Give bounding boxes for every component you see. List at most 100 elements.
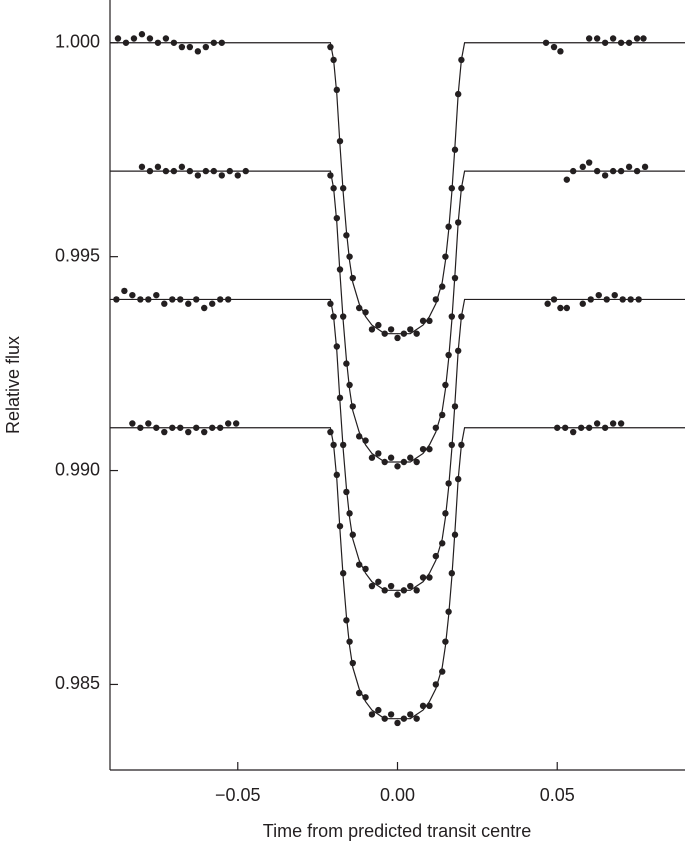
- data-point: [146, 167, 154, 175]
- data-point: [193, 424, 200, 431]
- data-point: [114, 35, 122, 42]
- data-point: [121, 287, 128, 295]
- data-point: [432, 552, 440, 560]
- y-axis-label: Relative flux: [3, 336, 23, 434]
- data-point: [327, 43, 334, 51]
- data-point: [419, 574, 427, 581]
- data-point: [201, 304, 208, 312]
- model-line: [110, 427, 685, 720]
- data-point: [400, 715, 408, 722]
- data-point: [185, 300, 192, 307]
- data-point: [562, 424, 569, 431]
- data-point: [161, 300, 168, 307]
- data-point: [595, 291, 602, 299]
- data-point: [327, 428, 334, 436]
- data-point: [202, 167, 210, 175]
- data-point: [145, 420, 152, 427]
- y-tick-label: 0.990: [55, 459, 100, 479]
- data-point: [362, 437, 369, 444]
- data-point: [209, 300, 216, 307]
- data-point: [381, 330, 388, 337]
- data-point: [448, 441, 456, 449]
- data-point: [162, 35, 170, 42]
- data-point: [113, 296, 120, 303]
- data-point: [413, 587, 420, 594]
- data-point: [210, 167, 218, 175]
- data-point: [209, 424, 216, 431]
- data-point: [454, 219, 462, 226]
- data-point: [346, 253, 353, 260]
- data-point: [170, 39, 178, 46]
- data-point: [339, 185, 347, 192]
- data-point: [146, 35, 154, 42]
- data-point: [585, 35, 593, 42]
- data-point: [154, 39, 162, 46]
- data-point: [439, 283, 446, 290]
- data-point: [186, 167, 194, 175]
- data-point: [327, 172, 334, 179]
- data-point: [242, 167, 249, 175]
- data-point: [161, 428, 168, 436]
- data-point: [381, 587, 388, 594]
- data-point: [186, 43, 194, 51]
- data-point: [577, 424, 585, 431]
- data-point: [419, 317, 427, 325]
- data-point: [349, 274, 356, 282]
- data-point: [419, 445, 427, 453]
- data-point: [563, 176, 571, 183]
- data-point: [178, 163, 186, 171]
- data-point: [339, 441, 347, 449]
- data-point: [445, 480, 452, 487]
- data-point: [368, 711, 376, 718]
- data-point: [224, 420, 232, 427]
- data-point: [609, 167, 617, 175]
- data-point: [394, 334, 401, 342]
- data-point: [194, 48, 202, 55]
- data-point: [138, 163, 146, 171]
- data-point: [569, 167, 577, 175]
- data-point: [343, 232, 350, 239]
- data-point: [454, 347, 462, 354]
- model-line: [110, 170, 685, 463]
- data-point: [617, 420, 625, 427]
- data-point: [627, 296, 634, 303]
- data-point: [210, 39, 218, 46]
- data-point: [336, 394, 344, 402]
- data-point: [375, 578, 382, 585]
- data-point: [339, 570, 347, 577]
- data-point: [333, 86, 341, 94]
- data-point: [346, 381, 353, 389]
- x-axis-label: Time from predicted transit centre: [263, 821, 531, 841]
- data-point: [448, 313, 456, 320]
- data-point: [387, 582, 395, 590]
- data-point: [413, 330, 420, 337]
- data-point: [557, 304, 564, 312]
- data-point: [593, 420, 601, 427]
- data-point: [625, 39, 633, 46]
- x-tick-label: −0.05: [215, 785, 261, 805]
- data-point: [625, 163, 633, 171]
- data-point: [336, 522, 344, 530]
- data-point: [368, 326, 376, 333]
- data-point: [185, 428, 192, 436]
- data-point: [587, 296, 594, 303]
- data-point: [387, 711, 395, 718]
- data-point: [448, 185, 456, 192]
- data-point: [426, 702, 433, 710]
- data-point: [153, 291, 160, 299]
- data-point: [355, 689, 363, 697]
- data-point: [400, 587, 408, 594]
- data-point: [554, 424, 561, 431]
- data-point: [419, 702, 427, 710]
- data-point: [601, 424, 609, 431]
- x-tick-label: 0.00: [380, 785, 415, 805]
- data-point: [343, 360, 350, 367]
- data-point: [178, 43, 186, 51]
- data-point: [601, 172, 609, 179]
- data-point: [122, 39, 130, 46]
- data-point: [387, 326, 395, 333]
- data-point: [355, 304, 363, 312]
- data-point: [169, 424, 176, 431]
- data-point: [333, 471, 341, 479]
